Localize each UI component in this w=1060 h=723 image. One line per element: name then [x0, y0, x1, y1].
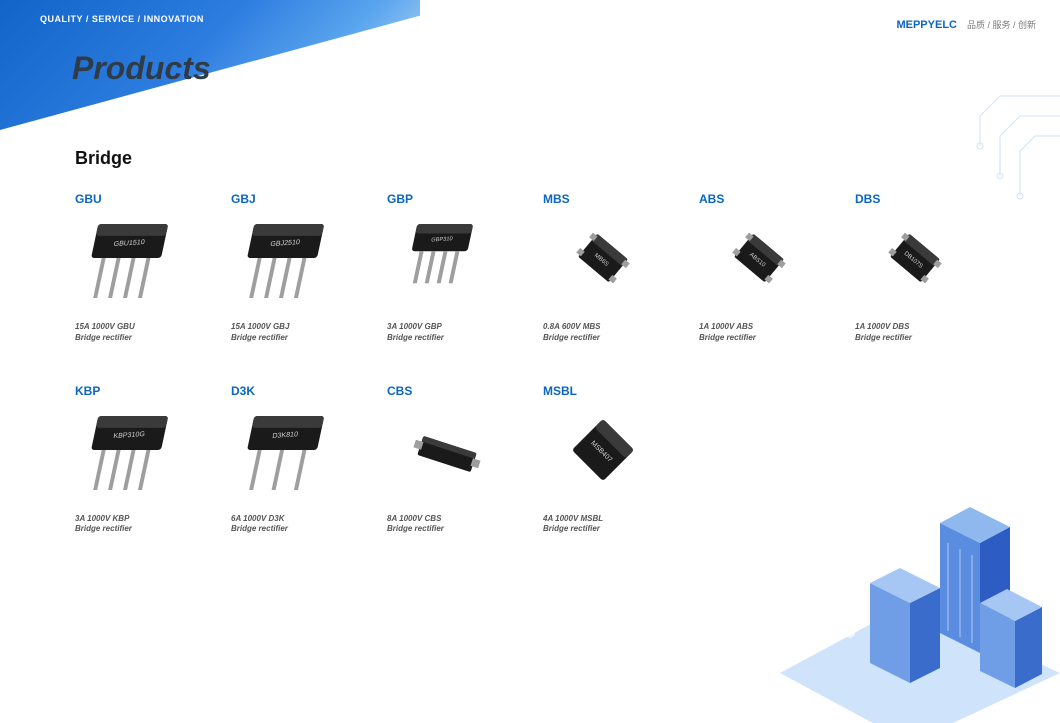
product-image: DB107S	[855, 216, 975, 306]
product-name: GBP	[387, 192, 527, 206]
product-gbp: GBP GBP310 3A 1000V GBPBridge rectifier	[387, 192, 527, 344]
product-gbu: GBU GBU1510 15A 1000V GBUBridge rectifie…	[75, 192, 215, 344]
brand-name: MEPPYELC	[896, 19, 957, 31]
product-spec: 1A 1000V DBSBridge rectifier	[855, 322, 995, 344]
product-image	[387, 408, 507, 498]
product-name: MSBL	[543, 384, 683, 398]
product-spec: 4A 1000V MSBLBridge rectifier	[543, 514, 683, 536]
product-spec: 3A 1000V KBPBridge rectifier	[75, 514, 215, 536]
product-spec: 1A 1000V ABSBridge rectifier	[699, 322, 839, 344]
product-spec: 15A 1000V GBJBridge rectifier	[231, 322, 371, 344]
product-image: MB6S	[543, 216, 663, 306]
product-image: MSB407	[543, 408, 663, 498]
product-spec: 3A 1000V GBPBridge rectifier	[387, 322, 527, 344]
product-image: ABS10	[699, 216, 819, 306]
product-spec: 0.8A 600V MBSBridge rectifier	[543, 322, 683, 344]
catalog-page: QUALITY / SERVICE / INNOVATION Products …	[0, 0, 1060, 723]
section-title: Bridge	[75, 148, 132, 169]
product-name: ABS	[699, 192, 839, 206]
brand-block: MEPPYELC 品质 / 服务 / 创新	[896, 18, 1036, 31]
product-d3k: D3K D3K810 6A 1000V D3KBridge rectifier	[231, 384, 371, 536]
product-name: GBJ	[231, 192, 371, 206]
product-name: KBP	[75, 384, 215, 398]
product-spec: 6A 1000V D3KBridge rectifier	[231, 514, 371, 536]
product-kbp: KBP KBP310G 3A 1000V KBPBridge rectifier	[75, 384, 215, 536]
product-image: D3K810	[231, 408, 351, 498]
page-title: Products	[72, 50, 211, 87]
product-cbs: CBS 8A 1000V CBSBridge rectifier	[387, 384, 527, 536]
product-spec: 15A 1000V GBUBridge rectifier	[75, 322, 215, 344]
product-name: D3K	[231, 384, 371, 398]
product-image: GBU1510	[75, 216, 195, 306]
product-image: GBP310	[387, 216, 507, 306]
product-mbs: MBS MB6S 0.8A 600V MBSBridge rectifier	[543, 192, 683, 344]
product-name: GBU	[75, 192, 215, 206]
city-illustration	[750, 463, 1060, 723]
product-spec: 8A 1000V CBSBridge rectifier	[387, 514, 527, 536]
product-abs: ABS ABS10 1A 1000V ABSBridge rectifier	[699, 192, 839, 344]
product-name: CBS	[387, 384, 527, 398]
product-msbl: MSBL MSB407 4A 1000V MSBLBridge rectifie…	[543, 384, 683, 536]
product-name: MBS	[543, 192, 683, 206]
product-image: KBP310G	[75, 408, 195, 498]
circuit-decoration	[940, 86, 1060, 226]
brand-cn: 品质 / 服务 / 创新	[967, 18, 1036, 31]
product-image: GBJ2510	[231, 216, 351, 306]
tagline: QUALITY / SERVICE / INNOVATION	[40, 14, 204, 24]
product-gbj: GBJ GBJ2510 15A 1000V GBJBridge rectifie…	[231, 192, 371, 344]
